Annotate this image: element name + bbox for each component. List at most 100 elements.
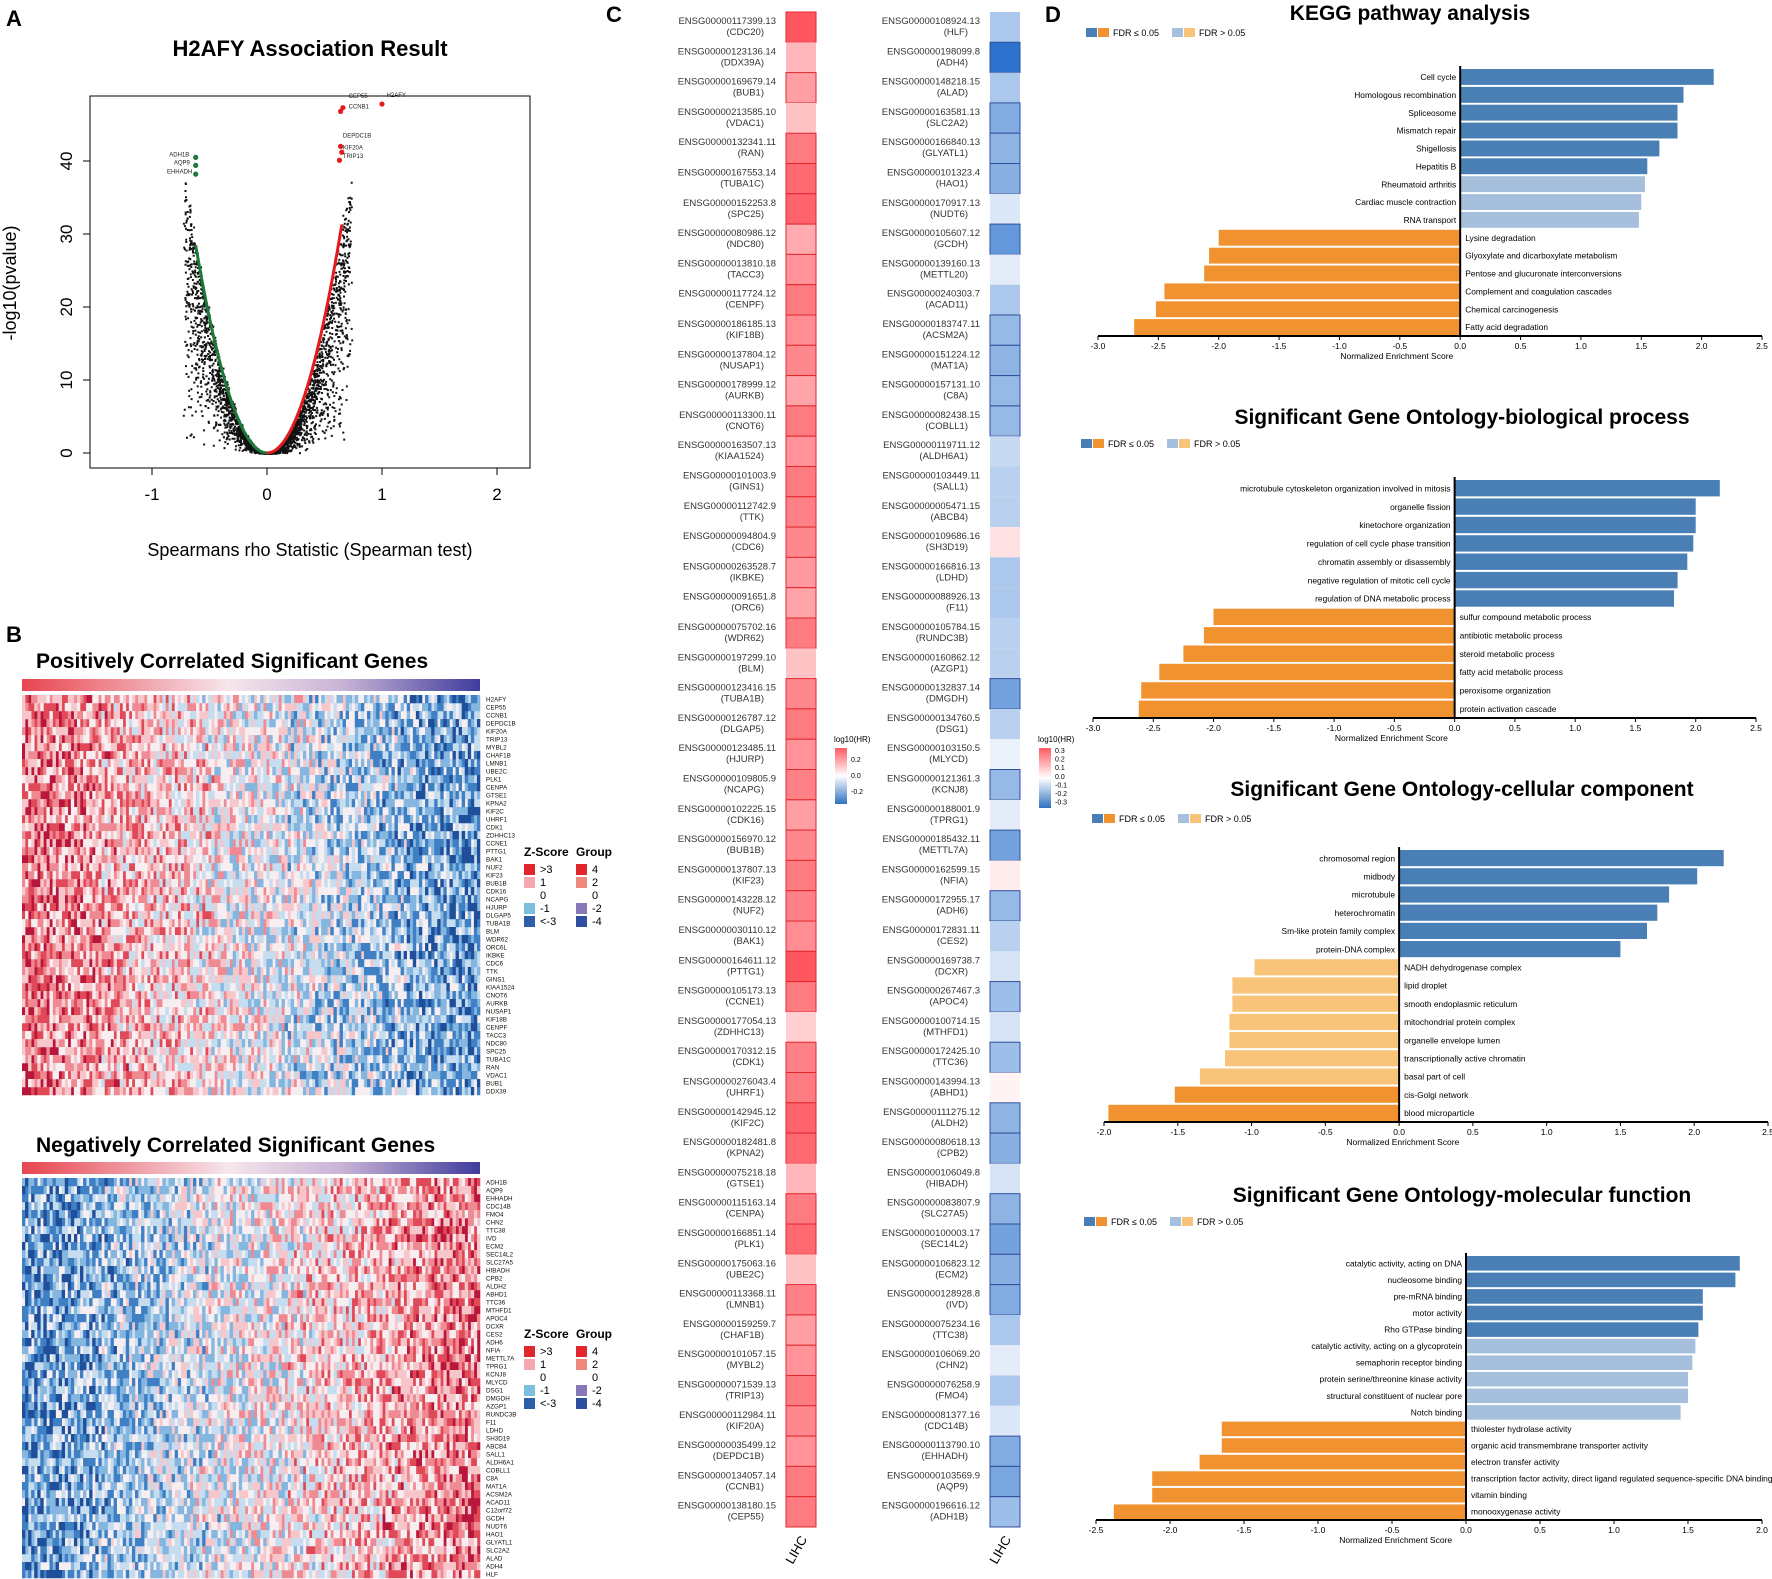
hr-gene-symbol: (ALAD)	[937, 88, 968, 99]
volcano-ylabel: -log10(pvalue)	[0, 225, 20, 340]
hr-tile	[990, 496, 1020, 528]
hr-tile	[785, 678, 817, 710]
legend-group-label: -2	[592, 903, 602, 915]
hr-gene-id: ENSG00000166851.14	[678, 1228, 776, 1239]
hr-gene-id: ENSG00000178999.12	[678, 380, 776, 391]
heatmap-gene-label: ALAD	[486, 1555, 503, 1562]
enrichment-category-label: basal part of cell	[1404, 1072, 1465, 1082]
volcano-top-point	[336, 157, 343, 163]
legend-zscore-label: 1	[540, 877, 546, 889]
volcano-pos-label: CEP55	[349, 94, 369, 100]
heatmap-cells	[22, 1178, 481, 1579]
legend-zscore-swatch	[524, 903, 535, 914]
hr-gene-id: ENSG00000103569.9	[887, 1470, 980, 1481]
fdr-legend-swatch	[1182, 1217, 1193, 1226]
heatmap-gene-label: COBLL1	[486, 1467, 511, 1474]
fdr-legend-swatch	[1081, 439, 1092, 448]
heatmap-gene-label: CDK1	[486, 824, 503, 831]
volcano-xtick-label: 0	[262, 485, 271, 504]
hr-gene-id: ENSG00000183747.11	[882, 319, 980, 330]
enrichment-category-label: Rho GTPase binding	[1384, 1325, 1462, 1335]
hr-tile	[990, 1011, 1020, 1043]
hr-tile	[785, 1072, 817, 1104]
hr-tile	[989, 102, 1021, 134]
fdr-legend-swatch	[1184, 28, 1195, 37]
enrichment-bar	[1199, 1454, 1466, 1470]
panel-letter-c: C	[606, 2, 622, 27]
legend-group-swatch	[576, 1346, 587, 1357]
hr-gene-symbol: (F11)	[946, 603, 968, 614]
hr-tile	[785, 253, 817, 286]
heatmap-gene-label: APOC4	[486, 1315, 508, 1322]
enrichment-category-label: pre-mRNA binding	[1394, 1291, 1463, 1301]
heatmap-gene-label: HJURP	[486, 904, 507, 911]
enrichment-bar	[1454, 498, 1696, 515]
enrichment-bar	[1164, 283, 1461, 300]
hr-gene-id: ENSG00000138180.15	[678, 1501, 776, 1512]
enrichment-category-label: heterochromatin	[1335, 908, 1396, 918]
volcano-negative-curve	[194, 245, 268, 455]
hr-gene-symbol: (ADH6)	[936, 906, 968, 917]
volcano-bottom-point	[193, 171, 199, 177]
enrichment-xtick-label: -2.5	[1146, 723, 1161, 733]
enrichment-category-label: Cell cycle	[1420, 72, 1456, 82]
fdr-legend-sig-label: FDR ≤ 0.05	[1113, 28, 1159, 38]
heatmap-group-bar	[22, 679, 480, 691]
hr-gene-symbol: (KCNJ8)	[932, 785, 968, 796]
hr-gene-id: ENSG00000112984.11	[679, 1410, 776, 1421]
hr-gene-symbol: (GLYATL1)	[922, 148, 968, 159]
hr-gene-symbol: (GINS1)	[729, 482, 764, 493]
fdr-legend-nonsig-label: FDR > 0.05	[1205, 814, 1251, 824]
heatmap-gene-label: NUSAP1	[486, 1008, 512, 1015]
enrichment-category-label: mitochondrial protein complex	[1404, 1017, 1516, 1027]
hr-gene-symbol: (CNOT6)	[725, 421, 764, 432]
legend-group-swatch	[576, 890, 587, 901]
enrichment-bar	[1203, 627, 1455, 644]
hr-gene-symbol: (CPB2)	[937, 1148, 968, 1159]
hr-gene-id: ENSG00000113368.11	[679, 1289, 776, 1300]
enrichment-xtick-label: -2.5	[1089, 1525, 1104, 1535]
hr-gene-id: ENSG00000106069.20	[882, 1349, 980, 1360]
hr-gene-symbol: (ORC6)	[731, 603, 764, 614]
hr-legend-tick-right: 0.3	[1055, 748, 1065, 755]
hr-gene-id: ENSG00000101323.4	[887, 168, 980, 179]
fdr-legend-swatch	[1086, 28, 1097, 37]
hr-tile	[990, 951, 1020, 982]
enrichment-bar	[1174, 1086, 1400, 1103]
hr-gene-symbol: (WDR62)	[724, 633, 764, 644]
volcano-plot: H2AFY Association Result H2AFY CEP55 CCNB1…	[0, 36, 531, 560]
heatmap-gene-label: BUB1B	[486, 880, 507, 887]
enrichment-xtick-label: 1.0	[1575, 341, 1587, 351]
hr-tile	[786, 1163, 816, 1194]
volcano-top-point	[338, 143, 344, 149]
hr-legend-tick-right: 0.1	[1055, 765, 1065, 772]
fdr-legend-swatch	[1172, 28, 1183, 37]
volcano-ytick-label: 10	[57, 371, 76, 390]
hr-gene-id: ENSG00000106823.12	[882, 1258, 980, 1269]
hr-tile	[990, 1375, 1020, 1406]
hr-gene-symbol: (CENPA)	[726, 1209, 764, 1220]
heatmap-gene-label: ACSM2A	[486, 1491, 513, 1498]
hr-tile	[785, 1496, 817, 1528]
panel-letter-a: A	[6, 6, 22, 31]
fdr-legend-swatch	[1092, 814, 1103, 823]
hr-gene-id: ENSG00000108924.13	[882, 16, 980, 27]
hr-tile	[785, 1284, 817, 1316]
legend-group-swatch	[576, 877, 587, 888]
hr-tile	[785, 284, 817, 316]
enrichment-bar	[1460, 158, 1648, 175]
hr-gene-id: ENSG00000103449.11	[882, 471, 980, 482]
hr-gene-id: ENSG00000112742.9	[684, 501, 776, 512]
hr-gene-symbol: (ACAD11)	[925, 300, 968, 311]
enrichment-category-label: Lysine degradation	[1465, 233, 1536, 243]
hr-gene-id: ENSG00000167553.14	[678, 168, 776, 179]
hr-gene-symbol: (CES2)	[937, 936, 968, 947]
hr-tile	[989, 1132, 1021, 1164]
enrichment-category-label: cis-Golgi network	[1404, 1090, 1469, 1100]
heatmap-gene-label: KPNA2	[486, 800, 507, 807]
heatmap-cells	[101, 695, 481, 1096]
legend-group-swatch	[576, 916, 587, 927]
hr-gene-symbol: (CEP55)	[728, 1512, 764, 1523]
enrichment-category-label: catalytic activity, acting on DNA	[1346, 1258, 1463, 1268]
volcano-neg-label: ADH1B	[169, 153, 189, 159]
